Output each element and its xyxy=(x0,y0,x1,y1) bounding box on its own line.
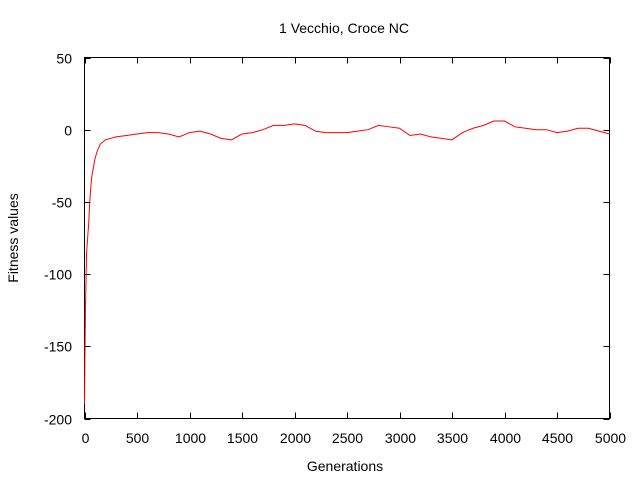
y-tick-label: -50 xyxy=(52,195,72,211)
x-tick-label: 1500 xyxy=(227,430,258,446)
y-axis-label: Fitness values xyxy=(5,193,21,282)
y-axis: -200 -150 -100 -50 0 50 xyxy=(44,51,610,428)
x-tick-label: 4500 xyxy=(542,430,573,446)
y-tick-label: -200 xyxy=(44,412,72,428)
fitness-series-line xyxy=(84,120,610,405)
y-tick-label: -150 xyxy=(44,339,72,355)
x-axis-label: Generations xyxy=(307,458,383,474)
x-tick-label: 0 xyxy=(82,430,90,446)
plot-frame xyxy=(84,57,610,419)
x-tick-label: 3000 xyxy=(385,430,416,446)
x-tick-label: 2000 xyxy=(280,430,311,446)
x-axis: 0 500 1000 1500 2000 2500 3000 3500 4000 4500 5000 xyxy=(82,57,626,446)
y-tick-label: 50 xyxy=(56,51,72,67)
y-tick-label: -100 xyxy=(44,267,72,283)
x-tick-label: 2500 xyxy=(332,430,363,446)
x-tick-label: 1000 xyxy=(175,430,206,446)
x-tick-label: 5000 xyxy=(595,430,626,446)
x-tick-label: 3500 xyxy=(437,430,468,446)
x-tick-label: 500 xyxy=(126,430,150,446)
chart-title: 1 Vecchio, Croce NC xyxy=(279,20,409,36)
x-tick-label: 4000 xyxy=(490,430,521,446)
y-tick-label: 0 xyxy=(64,123,72,139)
